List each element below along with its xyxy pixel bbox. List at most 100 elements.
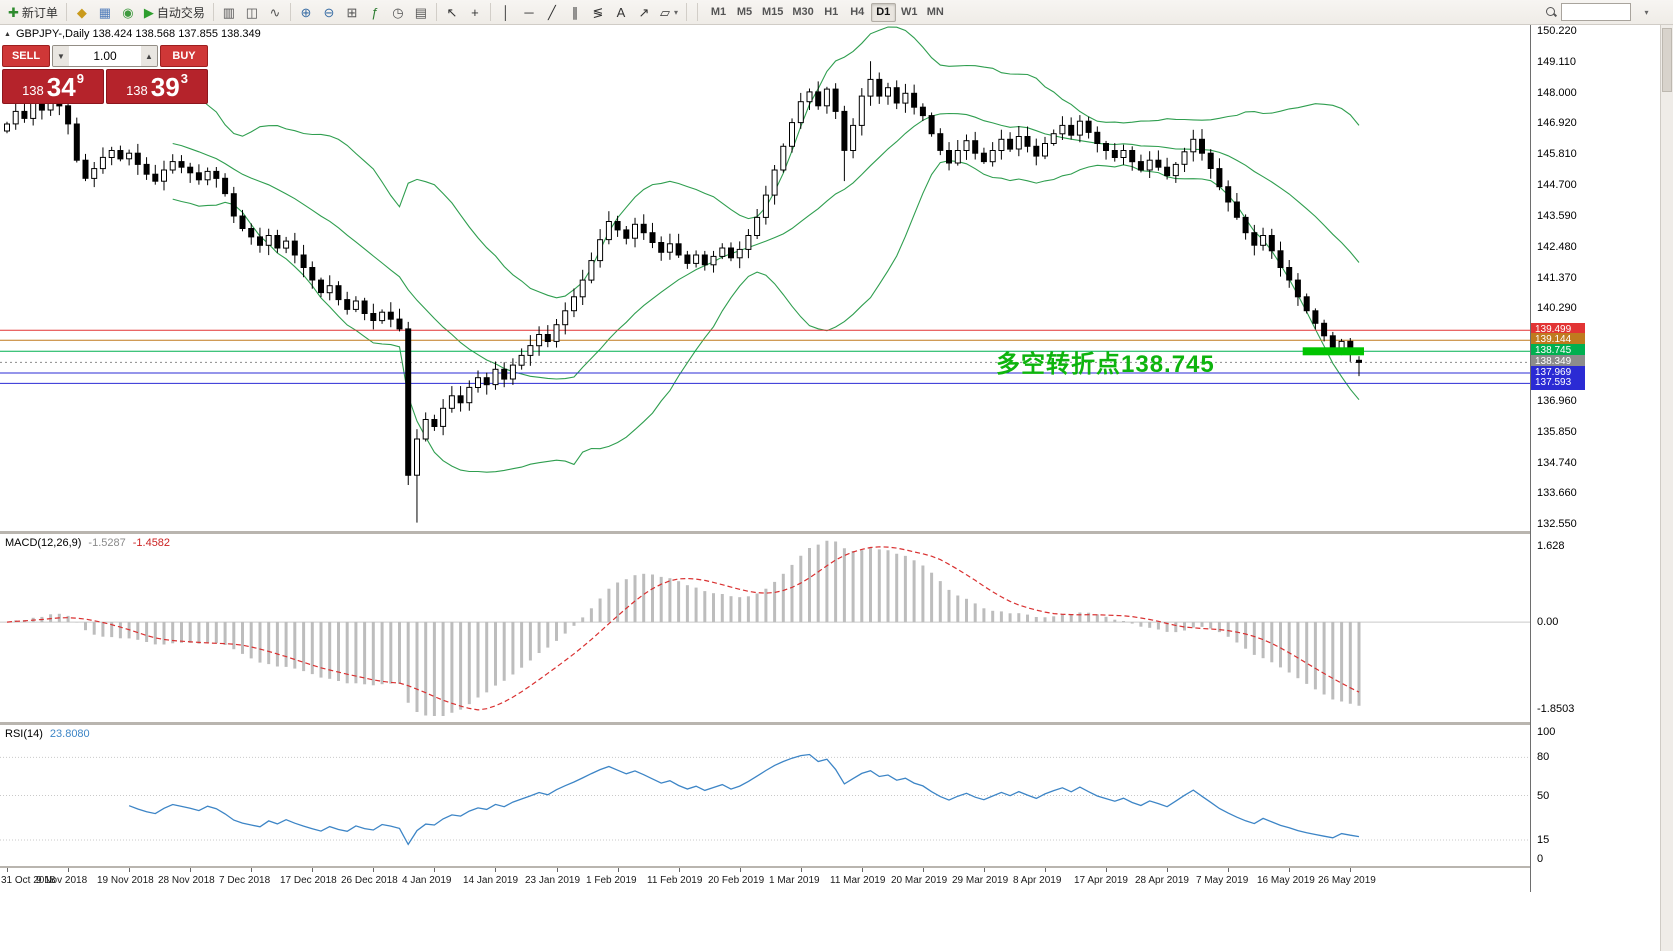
buy-price-display[interactable]: 138 39 3 [106,69,208,104]
timeframe-button-m1[interactable]: M1 [706,3,731,22]
indicators-button[interactable]: ƒ [364,2,386,23]
timeframe-button-d1[interactable]: D1 [870,2,896,22]
tile-windows-icon: ⊞ [346,4,358,20]
rsi-canvas[interactable] [0,725,1530,866]
templates-button[interactable]: ▤ [410,2,432,23]
sell-price-sup: 9 [76,71,84,86]
macd-main-value: -1.5287 [88,537,126,549]
time-axis-tick [1350,868,1351,872]
date-label: 17 Dec 2018 [280,875,337,886]
zoom-in-icon: ⊕ [300,4,312,20]
time-axis-tick [801,868,802,872]
pivot-annotation-text: 多空转折点138.745 [996,351,1215,378]
date-label: 17 Apr 2019 [1074,875,1128,886]
date-label: 26 May 2019 [1318,875,1376,886]
sell-button[interactable]: SELL [2,45,50,67]
horizontal-line-icon: ─ [524,4,534,20]
timeframe-button-m15[interactable]: M15 [758,3,787,22]
price-axis-label: 140.290 [1537,302,1577,315]
rsi-indicator-pane[interactable]: RSI(14) 23.8080 [0,725,1530,866]
pane-splitter[interactable] [0,866,1660,868]
text-label-button[interactable]: A [610,2,632,23]
price-chart-pane[interactable]: ▲ GBPJPY-,Daily 138.424 138.568 137.855 … [0,25,1530,531]
rsi-axis-label: 50 [1537,789,1550,802]
channel-button[interactable]: ∥ [564,2,586,23]
toolbar-separator [435,3,437,21]
time-axis-tick [984,868,985,872]
cursor-button[interactable]: ↖ [441,2,463,23]
volume-input[interactable] [69,46,141,66]
chevron-down-icon: ▾ [673,7,678,17]
timeframe-button-mn[interactable]: MN [923,3,948,22]
date-label: 1 Mar 2019 [769,875,820,886]
price-level-tag: 137.593 [1531,376,1585,391]
zoom-out-button[interactable]: ⊖ [318,2,340,23]
date-label: 31 Oct 2018 [1,875,56,886]
periods-button[interactable]: ◷ [387,2,409,23]
pane-splitter[interactable] [0,531,1660,534]
caret-down-icon: ▼ [57,51,65,61]
crosshair-button[interactable]: + [464,2,486,23]
scrollbar-thumb[interactable] [1662,28,1672,92]
vertical-scrollbar[interactable] [1660,25,1673,951]
trendline-button[interactable]: ╱ [541,2,563,23]
market-watch-button[interactable]: ◆ [71,2,93,23]
caret-up-icon: ▲ [145,51,153,61]
timeframe-button-m30[interactable]: M30 [788,3,817,22]
volume-decrease-button[interactable]: ▼ [53,46,69,66]
toolbar-separator [289,3,291,21]
volume-increase-button[interactable]: ▲ [141,46,157,66]
tile-windows-button[interactable]: ⊞ [341,2,363,23]
collapse-panel-icon[interactable]: ▲ [4,30,11,38]
toolbar-overflow-button[interactable]: ▾ [1635,2,1657,23]
zoom-in-button[interactable]: ⊕ [295,2,317,23]
horizontal-line-button[interactable]: ─ [518,2,540,23]
search-icon [1546,6,1557,18]
sell-price-prefix: 138 [22,83,44,98]
line-chart-button[interactable]: ∿ [264,2,286,23]
time-axis-tick [495,868,496,872]
timeframe-button-h4[interactable]: H4 [845,3,870,22]
chart-workspace: ▲ GBPJPY-,Daily 138.424 138.568 137.855 … [0,25,1660,892]
rsi-label: RSI(14) 23.8080 [5,728,90,740]
candlestick-chart-button[interactable]: ◫ [241,2,263,23]
time-axis-tick [740,868,741,872]
navigator-button[interactable]: ◉ [117,2,139,23]
vertical-line-icon: │ [501,4,510,20]
timeframe-button-w1[interactable]: W1 [897,3,922,22]
sell-price-display[interactable]: 138 34 9 [2,69,104,104]
toolbar-separator [685,3,687,21]
timeframe-button-h1[interactable]: H1 [819,3,844,22]
date-label: 7 Dec 2018 [219,875,271,886]
rsi-axis-label: 100 [1537,726,1556,738]
time-axis-tick [1045,868,1046,872]
search-input[interactable] [1561,3,1631,21]
time-axis-tick [7,868,8,872]
macd-indicator-pane[interactable]: MACD(12,26,9) -1.5287 -1.4582 [0,534,1530,722]
autotrading-button[interactable]: ▶ 自动交易 [140,2,209,23]
macd-name: MACD(12,26,9) [5,537,82,549]
arrows-button[interactable]: ↗ [633,2,655,23]
new-order-button-label: 新订单 [21,5,58,20]
new-order-button[interactable]: ✚ 新订单 [4,2,62,23]
macd-canvas[interactable] [0,534,1530,722]
price-axis-label: 133.660 [1537,487,1577,500]
date-label: 4 Jan 2019 [402,875,452,886]
toolbar-separator [212,3,214,21]
time-axis[interactable]: 31 Oct 2018 9 Nov 2018 19 Nov 2018 28 Nov 2… [0,868,1530,892]
data-window-button[interactable]: ▦ [94,2,116,23]
pane-splitter[interactable] [0,722,1660,725]
bars-chart-button[interactable]: ▥ [218,2,240,23]
shapes-button[interactable]: ▱ ▾ [656,2,682,23]
text-icon: A [616,4,626,20]
vertical-line-button[interactable]: │ [495,2,517,23]
buy-price-big: 39 [150,71,180,102]
timeframe-button-m5[interactable]: M5 [732,3,757,22]
buy-button[interactable]: BUY [160,45,208,67]
price-chart-canvas[interactable] [0,25,1530,531]
time-axis-tick [679,868,680,872]
price-axis[interactable]: 150.220 149.110 148.000 146.920 145.810 144.7… [1530,25,1660,892]
fibonacci-button[interactable]: ≶ [587,2,609,23]
date-label: 11 Mar 2019 [830,875,886,886]
macd-label: MACD(12,26,9) -1.5287 -1.4582 [5,537,170,549]
